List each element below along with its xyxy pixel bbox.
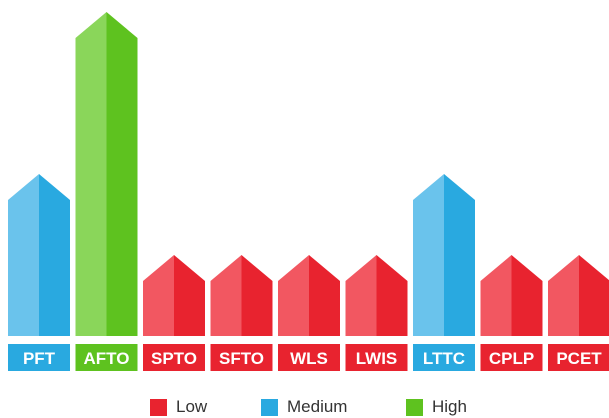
bar-pft xyxy=(8,174,70,336)
bar-pcet xyxy=(548,255,609,336)
category-label-cplp: CPLP xyxy=(489,349,534,368)
bar-pcet-dark-face xyxy=(579,255,609,336)
bar-pcet-light-face xyxy=(548,255,579,336)
legend-item-low: Low xyxy=(150,397,207,417)
bar-sfto-light-face xyxy=(210,255,242,336)
bar-cplp-dark-face xyxy=(511,255,543,336)
legend-swatch-high xyxy=(406,398,423,416)
category-label-box-lwis xyxy=(345,344,408,371)
category-label-box-lttc xyxy=(413,344,475,371)
bar-spto-dark-face xyxy=(174,255,205,336)
bar-lwis-light-face xyxy=(345,255,377,336)
bar-lttc-light-face xyxy=(413,174,444,336)
category-label-box-wls xyxy=(278,344,340,371)
legend-label-medium: Medium xyxy=(287,397,348,416)
bar-lttc xyxy=(413,174,475,336)
bar-sfto xyxy=(210,255,273,336)
bar-afto xyxy=(75,12,138,336)
legend-label-low: Low xyxy=(176,397,208,416)
bar-spto xyxy=(143,255,205,336)
legend-label-high: High xyxy=(432,397,467,416)
category-label-box-cplp xyxy=(480,344,543,371)
bar-pft-dark-face xyxy=(39,174,70,336)
bar-afto-dark-face xyxy=(106,12,138,336)
bar-wls-dark-face xyxy=(309,255,340,336)
bar-lttc-dark-face xyxy=(444,174,475,336)
category-label-lwis: LWIS xyxy=(356,349,398,368)
legend-swatch-low xyxy=(150,398,167,416)
category-label-box-pcet xyxy=(548,344,609,371)
bar-wls-light-face xyxy=(278,255,309,336)
bar-afto-light-face xyxy=(75,12,107,336)
category-label-box-pft xyxy=(8,344,70,371)
category-label-lttc: LTTC xyxy=(423,349,465,368)
category-label-pft: PFT xyxy=(23,349,56,368)
bar-cplp xyxy=(480,255,543,336)
category-label-sfto: SFTO xyxy=(219,349,264,368)
bar-cplp-light-face xyxy=(480,255,512,336)
category-label-box-spto xyxy=(143,344,205,371)
category-label-box-sfto xyxy=(210,344,273,371)
category-label-wls: WLS xyxy=(290,349,328,368)
legend-item-high: High xyxy=(406,397,467,417)
bar-sfto-dark-face xyxy=(241,255,273,336)
category-label-pcet: PCET xyxy=(556,349,602,368)
legend-item-medium: Medium xyxy=(261,397,347,417)
bar-lwis-dark-face xyxy=(376,255,408,336)
bar-lwis xyxy=(345,255,408,336)
legend-swatch-medium xyxy=(261,398,278,416)
category-label-box-afto xyxy=(75,344,138,371)
category-label-afto: AFTO xyxy=(84,349,130,368)
category-label-spto: SPTO xyxy=(151,349,197,368)
legend: Low Medium High xyxy=(0,394,609,418)
bar-spto-light-face xyxy=(143,255,174,336)
bar-wls xyxy=(278,255,340,336)
bar-pft-light-face xyxy=(8,174,39,336)
